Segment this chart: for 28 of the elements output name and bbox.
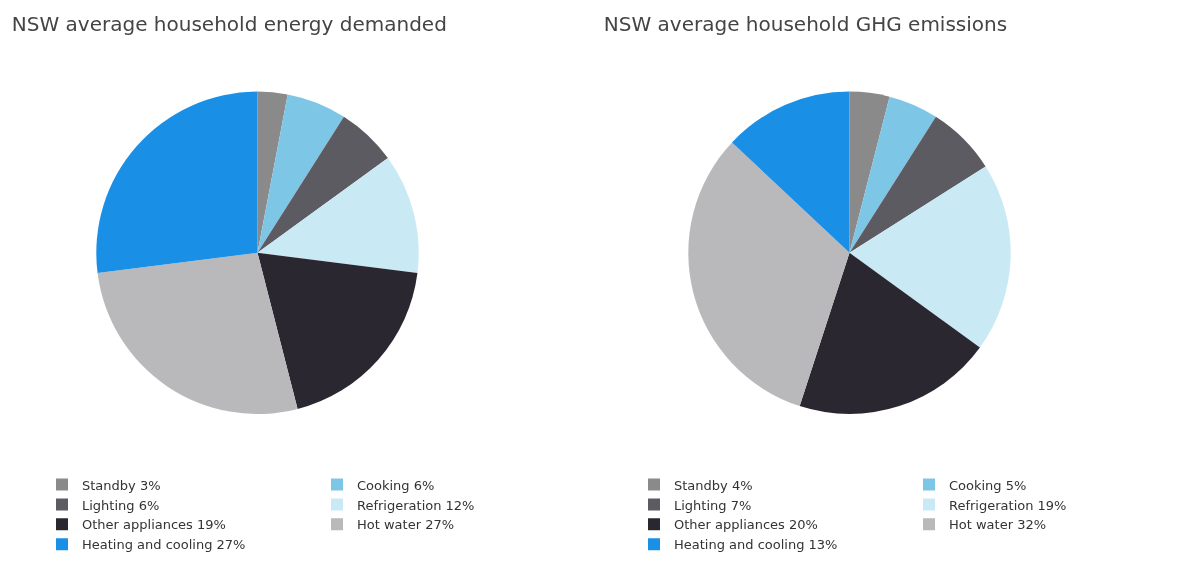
legend-label: Refrigeration 19% bbox=[949, 497, 1067, 513]
pie-slice bbox=[731, 91, 850, 253]
pie-slice bbox=[849, 116, 986, 253]
pie-slice bbox=[257, 158, 419, 273]
pie-slice bbox=[688, 142, 850, 407]
pie-slice bbox=[849, 96, 936, 253]
legend-label: Hot water 27% bbox=[357, 517, 455, 533]
legend-label: Lighting 7% bbox=[674, 497, 752, 513]
legend-label: Refrigeration 12% bbox=[357, 497, 475, 513]
pie-slice bbox=[799, 252, 980, 414]
chart-title: NSW average household GHG emissions bbox=[603, 12, 1008, 37]
legend-label: Heating and cooling 27% bbox=[82, 537, 246, 553]
legend-label: Cooking 6% bbox=[357, 477, 435, 493]
chart-title: NSW average household energy demanded bbox=[11, 12, 447, 37]
pie-slice bbox=[257, 252, 418, 409]
legend-label: Cooking 5% bbox=[949, 477, 1027, 493]
legend-label: Other appliances 19% bbox=[82, 517, 226, 533]
legend-label: Other appliances 20% bbox=[674, 517, 818, 533]
pie-slice bbox=[257, 116, 388, 253]
legend-label: Heating and cooling 13% bbox=[674, 537, 838, 553]
pie-slice bbox=[97, 252, 298, 414]
legend-label: Standby 3% bbox=[82, 477, 161, 493]
pie-slice bbox=[96, 91, 258, 273]
pie-slice bbox=[849, 166, 1011, 348]
legend-label: Standby 4% bbox=[674, 477, 753, 493]
legend-label: Lighting 6% bbox=[82, 497, 160, 513]
legend-label: Hot water 32% bbox=[949, 517, 1047, 533]
pie-slice bbox=[257, 94, 344, 253]
